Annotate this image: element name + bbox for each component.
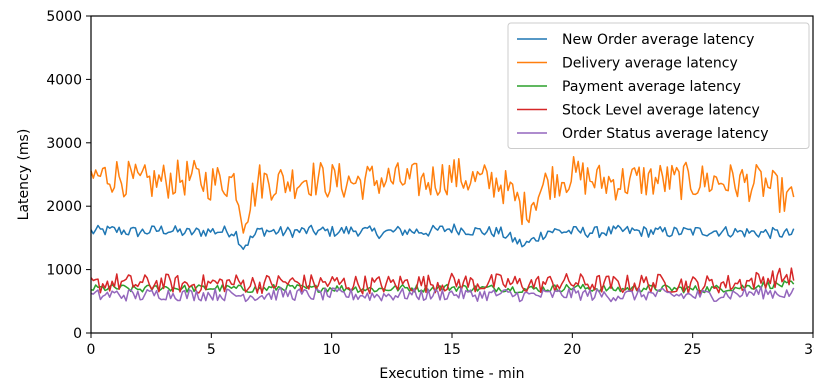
x-tick-label: 30 xyxy=(804,342,814,358)
series-line-5 xyxy=(90,285,795,303)
legend-entry: Delivery average latency xyxy=(562,56,738,72)
x-tick-label: 20 xyxy=(563,342,581,358)
x-tick-label: 10 xyxy=(323,342,341,358)
legend-entry: Stock Level average latency xyxy=(562,103,760,119)
x-tick-label: 5 xyxy=(207,342,216,358)
series-line-2 xyxy=(90,155,795,234)
x-axis-label: Execution time - min xyxy=(379,366,524,382)
y-tick-label: 5000 xyxy=(46,9,82,25)
y-tick-label: 3000 xyxy=(46,136,82,152)
x-tick-label: 25 xyxy=(684,342,702,358)
x-tick-label: 0 xyxy=(87,342,96,358)
plot-lines xyxy=(90,155,795,303)
y-axis: 0 1000 2000 3000 4000 5000 xyxy=(46,9,91,342)
x-axis: 0 5 10 15 20 25 30 xyxy=(87,333,814,358)
y-tick-label: 1000 xyxy=(46,263,82,279)
legend: New Order average latency Delivery averag… xyxy=(507,22,810,149)
y-tick-label: 0 xyxy=(73,326,82,342)
x-tick-label: 15 xyxy=(443,342,461,358)
y-tick-label: 2000 xyxy=(46,199,82,215)
legend-entry: Order Status average latency xyxy=(562,126,769,142)
legend-entry: New Order average latency xyxy=(562,32,754,48)
y-tick-label: 4000 xyxy=(46,72,82,88)
legend-entry: Payment average latency xyxy=(562,79,741,95)
legend-box xyxy=(507,22,810,149)
series-line-1 xyxy=(90,223,795,251)
series-line-4 xyxy=(90,267,795,295)
y-axis-label: Latency (ms) xyxy=(16,129,32,221)
